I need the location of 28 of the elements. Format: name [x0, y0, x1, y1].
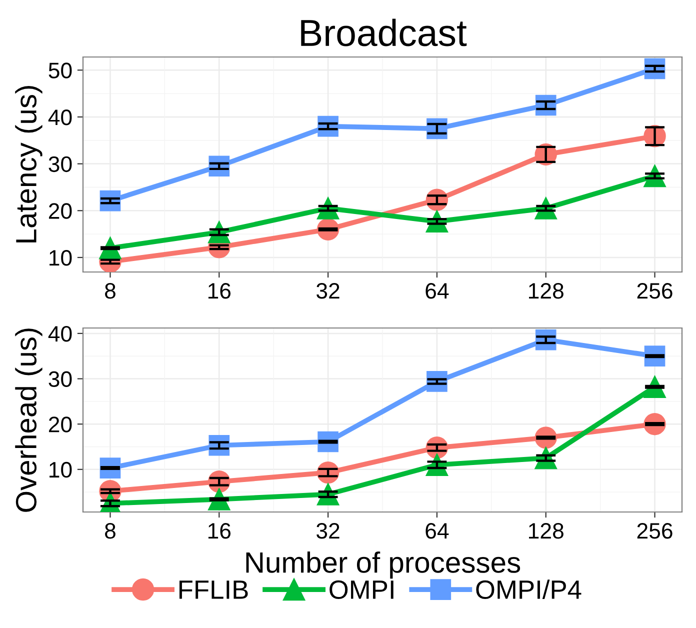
y-tick-label: 10 [50, 250, 72, 266]
y-tick-label: 40 [48, 109, 72, 126]
x-tick-label: 128 [529, 523, 564, 539]
x-tick-label: 256 [637, 283, 672, 299]
legend-label: OMPI/P4 [476, 580, 582, 600]
legend-label: FFLIB [180, 580, 248, 599]
chart-title: Broadcast [301, 18, 467, 46]
y-tick-label: 10 [50, 462, 72, 478]
x-tick-label: 16 [208, 283, 231, 299]
x-tick-label: 128 [529, 283, 564, 299]
x-tick-label: 32 [316, 523, 340, 539]
y-tick-label: 30 [48, 156, 72, 172]
x-tick-label: 256 [637, 523, 672, 539]
y-axis-title: Latency (us) [15, 86, 42, 242]
y-tick-label: 20 [48, 203, 72, 219]
x-tick-label: 64 [426, 523, 449, 539]
x-tick-label: 16 [208, 523, 231, 539]
legend-label: OMPI [330, 580, 394, 600]
x-tick-label: 32 [316, 283, 340, 299]
y-tick-label: 50 [48, 62, 72, 78]
y-tick-label: 30 [48, 371, 72, 388]
x-tick-label: 8 [105, 283, 116, 299]
x-axis-title: Number of processes [246, 551, 520, 579]
y-tick-label: 40 [48, 326, 72, 342]
y-tick-label: 20 [48, 416, 72, 432]
y-axis-title: Overhead (us) [15, 328, 42, 512]
x-tick-label: 64 [426, 283, 449, 299]
x-tick-label: 8 [105, 523, 116, 539]
